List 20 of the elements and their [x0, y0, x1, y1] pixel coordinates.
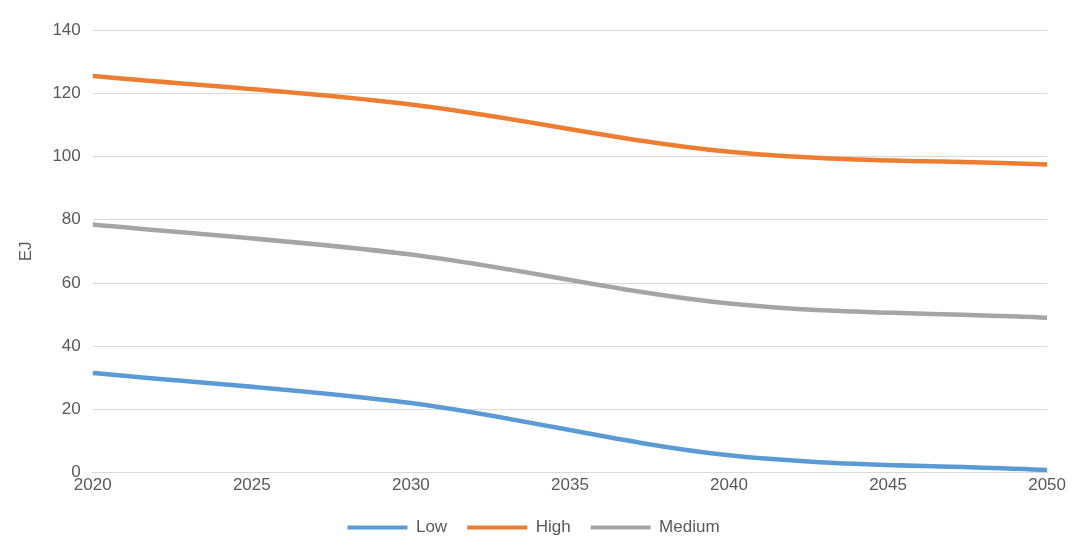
- y-axis-title: EJ: [15, 241, 35, 262]
- y-tick-label: 140: [52, 19, 81, 39]
- x-tick-label: 2035: [551, 475, 589, 495]
- line-series: [92, 222, 1048, 321]
- x-tick-label: 2050: [1028, 475, 1066, 495]
- legend-label: High: [535, 517, 571, 537]
- legend-label: Medium: [659, 517, 720, 537]
- y-tick-label: 20: [61, 399, 81, 419]
- y-tick-label: 120: [52, 83, 81, 103]
- line-series: [92, 370, 1048, 473]
- x-tick-label: 2040: [710, 475, 748, 495]
- line-series: [92, 73, 1048, 167]
- x-tick-label: 2030: [391, 475, 430, 495]
- y-tick-label: 60: [61, 272, 81, 292]
- x-tick-label: 2025: [232, 475, 271, 495]
- y-tick-label: 100: [52, 146, 81, 166]
- legend-label: Low: [415, 517, 448, 537]
- x-tick-label: 2045: [869, 475, 907, 495]
- y-tick-label: 40: [61, 335, 81, 355]
- y-tick-label: 80: [61, 209, 81, 229]
